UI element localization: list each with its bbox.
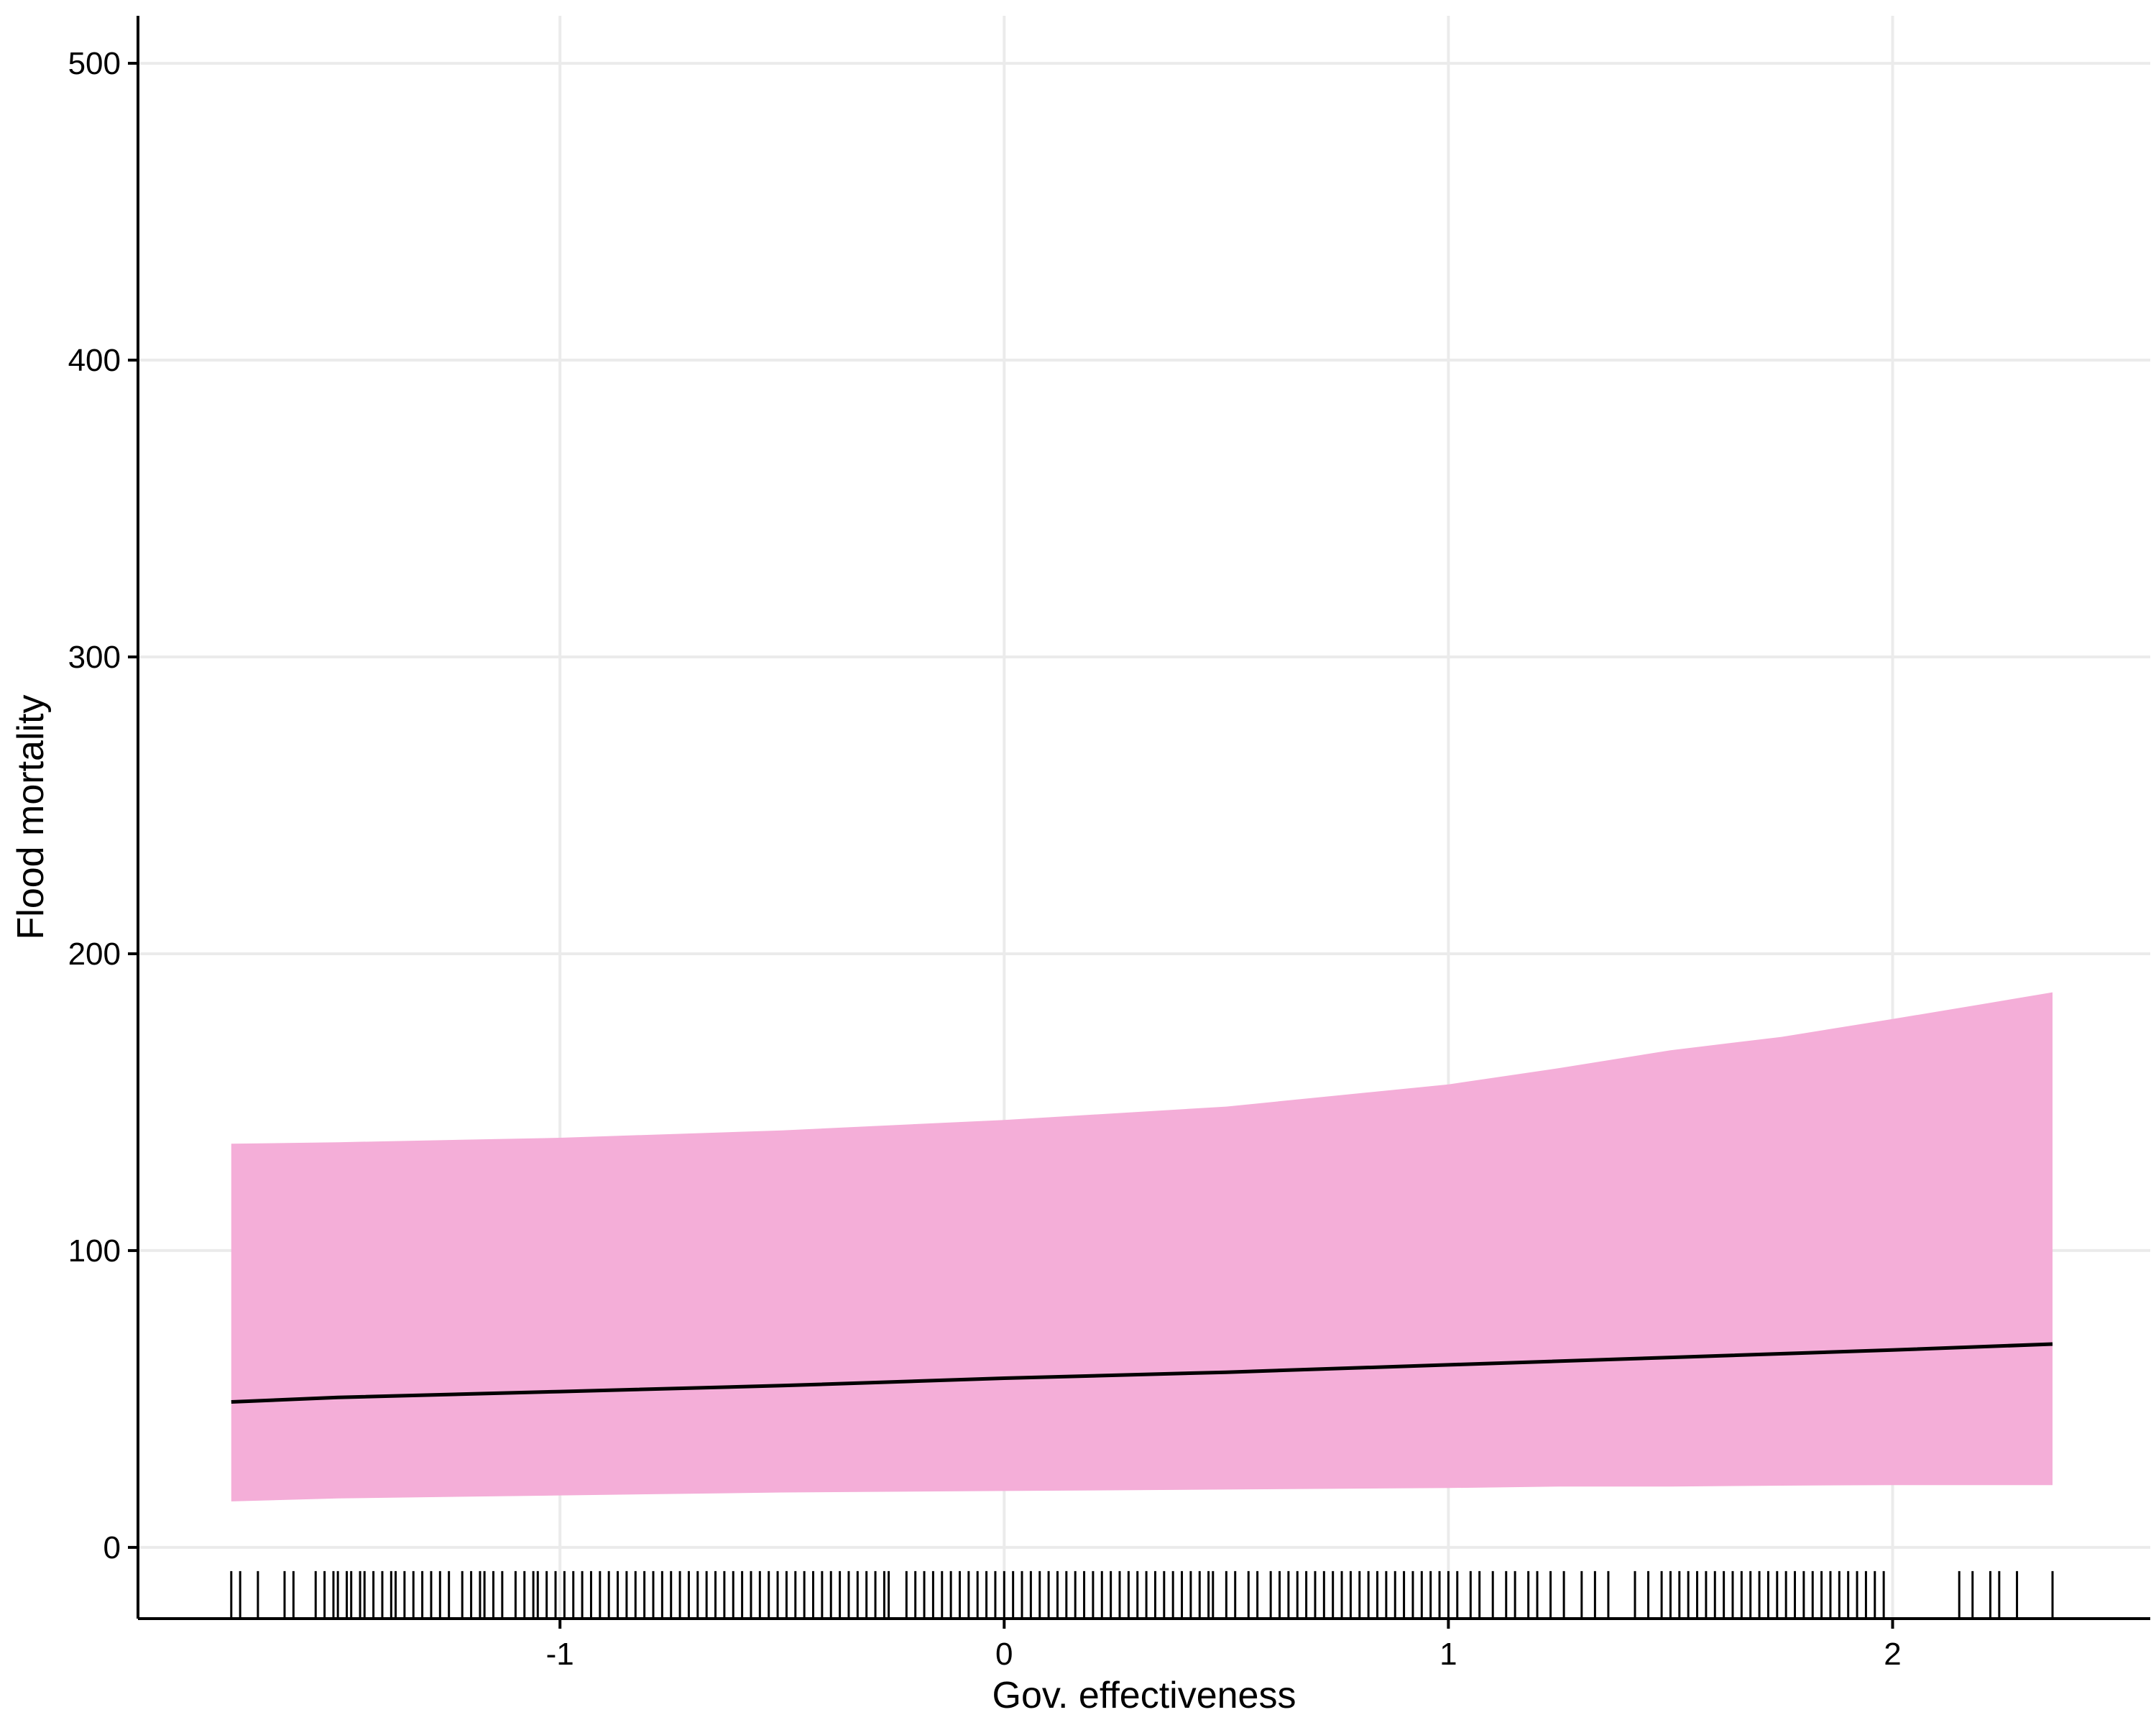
x-tick-label: -1 bbox=[546, 1637, 574, 1672]
y-tick-label: 400 bbox=[68, 343, 121, 378]
y-tick-label: 100 bbox=[68, 1233, 121, 1269]
x-tick-label: 2 bbox=[1884, 1637, 1901, 1672]
tick-marks-and-labels: -1 0 1 2 0 100 200 300 400 500 bbox=[68, 46, 1902, 1672]
confidence-band bbox=[231, 992, 2053, 1501]
x-tick-label: 0 bbox=[995, 1637, 1013, 1672]
y-axis-title: Flood mortality bbox=[10, 695, 52, 940]
rug-marks bbox=[230, 1570, 2054, 1619]
axes bbox=[137, 16, 2150, 1620]
fitted-line-group bbox=[231, 1342, 2053, 1404]
x-axis-title: Gov. effectiveness bbox=[992, 1675, 1296, 1716]
y-tick-label: 200 bbox=[68, 937, 121, 972]
y-tick-label: 500 bbox=[68, 46, 121, 81]
y-tick-label: 0 bbox=[103, 1530, 121, 1565]
y-tick-label: 300 bbox=[68, 640, 121, 675]
x-tick-label: 1 bbox=[1439, 1637, 1457, 1672]
confidence-ribbon bbox=[231, 992, 2053, 1501]
fitted-line bbox=[231, 1342, 2053, 1404]
